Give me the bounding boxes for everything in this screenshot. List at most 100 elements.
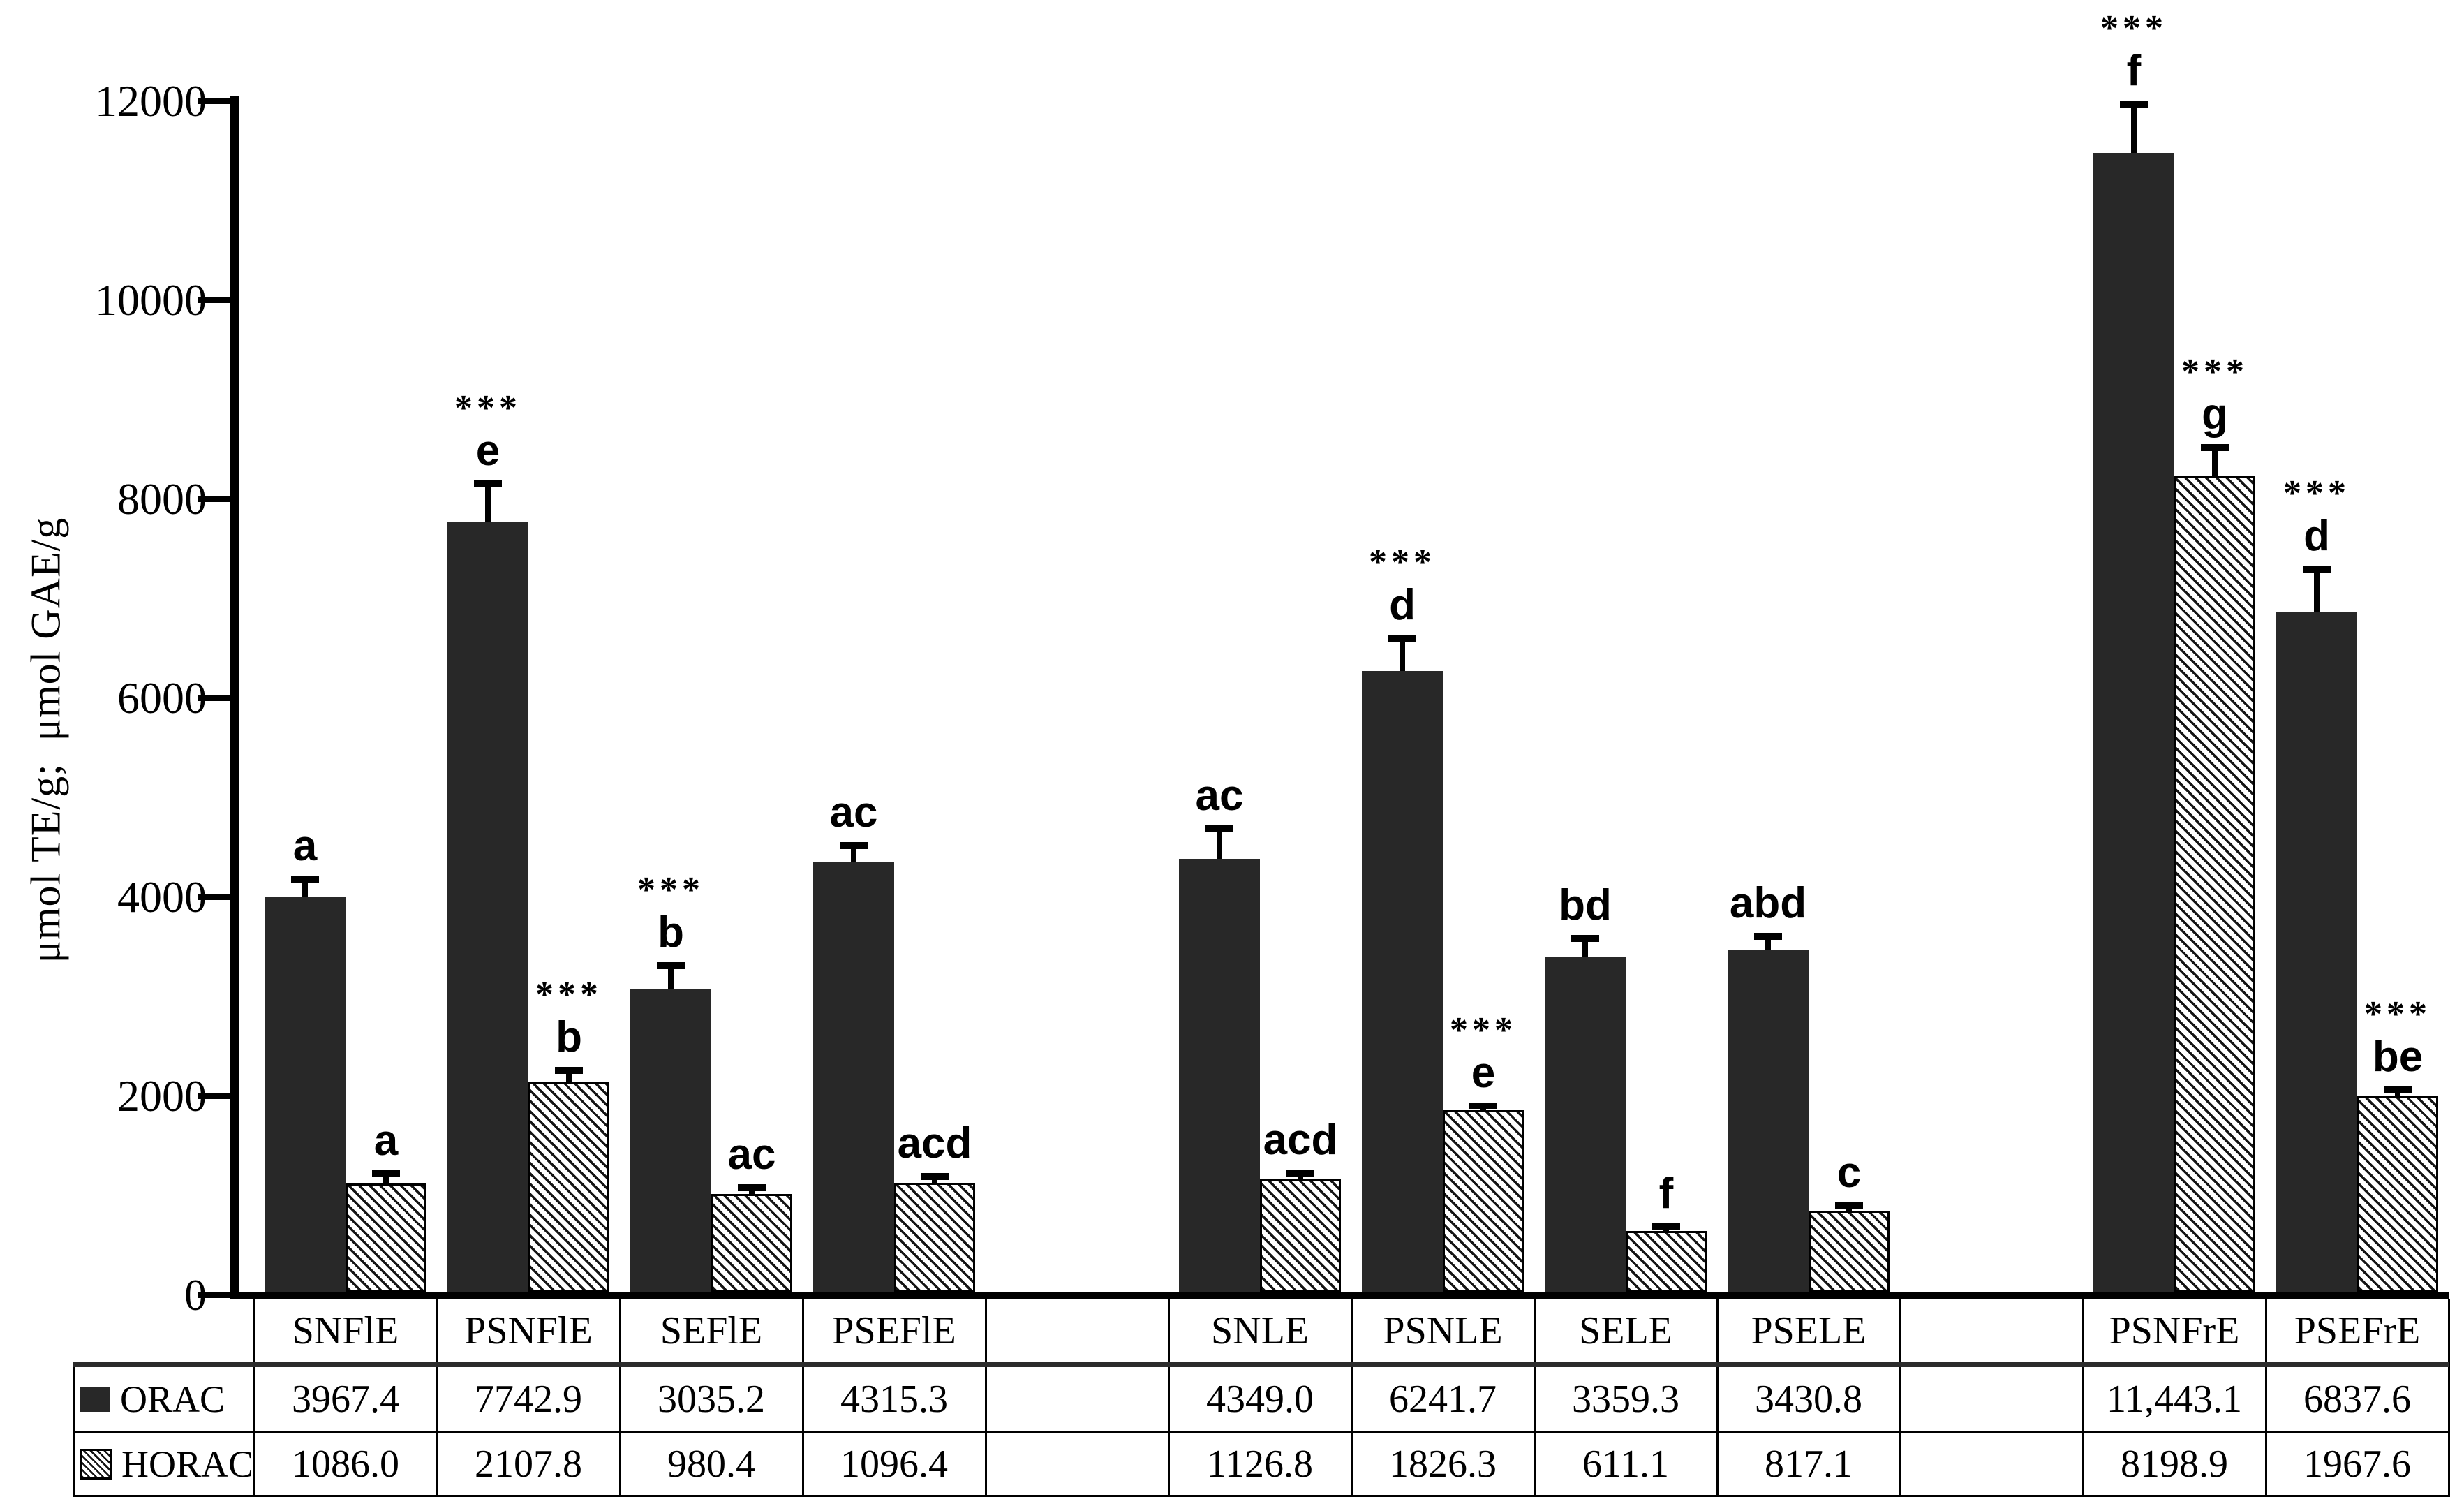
value-cell-horac-sele: 611.1 — [1582, 1442, 1669, 1486]
column-header-psnfle: PSNFlE — [464, 1308, 593, 1352]
table-column-line — [1351, 1299, 1353, 1497]
value-cell-orac-snle: 4349.0 — [1206, 1377, 1314, 1421]
error-bar-line — [1217, 829, 1222, 859]
table-column-line — [1534, 1299, 1536, 1497]
significance-letter: ac — [727, 1130, 776, 1179]
column-header-psele: PSELE — [1751, 1308, 1866, 1352]
column-header-psefre: PSEFrE — [2294, 1308, 2421, 1352]
error-bar-cap — [657, 962, 685, 969]
bar-orac-psefre — [2276, 612, 2357, 1292]
significance-stars: *** — [2181, 352, 2248, 392]
error-bar-cap — [1754, 933, 1782, 940]
error-bar-line — [1400, 638, 1405, 671]
value-cell-horac-snle: 1126.8 — [1207, 1442, 1313, 1486]
value-cell-horac-psnfle: 2107.8 — [475, 1442, 582, 1486]
solid-swatch-icon — [80, 1386, 110, 1412]
value-cell-horac-spacer — [986, 1433, 1168, 1495]
value-cell-horac-psnfre: 8198.9 — [2121, 1442, 2228, 1486]
value-cell-horac-psefle: 1096.4 — [840, 1442, 948, 1486]
column-header-psnfre: PSNFrE — [2109, 1308, 2240, 1352]
legend-label-orac: ORAC — [120, 1378, 225, 1420]
significance-letter: b — [658, 908, 684, 957]
error-bar-cap — [2303, 566, 2331, 573]
significance-letter: acd — [1263, 1116, 1338, 1164]
y-tick-label: 6000 — [117, 673, 207, 723]
bar-horac-sefle — [711, 1194, 792, 1292]
error-bar-line — [566, 1070, 572, 1082]
legend-item-orac: ORAC — [73, 1367, 254, 1431]
significance-stars: *** — [454, 388, 521, 428]
error-bar-line — [1582, 938, 1588, 957]
significance-letter: d — [2303, 512, 2330, 560]
bar-orac-snle — [1179, 859, 1260, 1292]
error-bar-line — [2314, 569, 2320, 612]
value-cell-orac-spacer — [1900, 1367, 2083, 1431]
bar-horac-psele — [1809, 1211, 1890, 1292]
significance-stars: *** — [535, 975, 602, 1015]
y-tick-mark — [198, 695, 230, 701]
significance-letter: a — [373, 1116, 399, 1165]
column-header-sefle: SEFlE — [660, 1308, 763, 1352]
error-bar-cap — [1652, 1223, 1680, 1230]
value-cell-horac-sefle: 980.4 — [667, 1442, 755, 1486]
significance-letter: f — [2126, 47, 2142, 95]
error-bar-cap — [1286, 1170, 1314, 1177]
column-header-psnle: PSNLE — [1383, 1308, 1503, 1352]
error-bar-line — [851, 846, 856, 862]
value-cell-horac-psefre: 1967.6 — [2303, 1442, 2411, 1486]
error-bar-line — [668, 966, 674, 989]
bar-horac-sele — [1626, 1231, 1707, 1292]
significance-letter: f — [1658, 1170, 1674, 1218]
table-column-line — [1716, 1299, 1719, 1497]
significance-letter: acd — [897, 1119, 972, 1167]
error-bar-cap — [840, 842, 868, 849]
y-tick-label: 8000 — [117, 474, 207, 524]
significance-letter: ac — [1195, 772, 1244, 820]
significance-letter: d — [1389, 581, 1416, 629]
value-cell-orac-psefre: 6837.6 — [2303, 1377, 2411, 1421]
bar-horac-psnle — [1443, 1110, 1524, 1292]
table-column-line — [2448, 1299, 2450, 1497]
bar-horac-psefle — [894, 1183, 975, 1292]
bar-orac-psele — [1728, 950, 1809, 1292]
error-bar-cap — [1469, 1103, 1497, 1109]
bar-horac-psnfle — [528, 1082, 609, 1292]
error-bar-cap — [2201, 444, 2229, 451]
significance-letter: bd — [1559, 881, 1612, 929]
table-column-line — [2265, 1299, 2267, 1497]
value-cell-orac-psnfle: 7742.9 — [475, 1377, 582, 1421]
table-column-line — [985, 1299, 987, 1497]
table-column-line — [1899, 1299, 1901, 1497]
bar-orac-sele — [1545, 957, 1626, 1292]
value-cell-horac-spacer — [1900, 1433, 2083, 1495]
column-header-sele: SELE — [1579, 1308, 1672, 1352]
column-header-psefle: PSEFlE — [832, 1308, 956, 1352]
value-cell-orac-psefle: 4315.3 — [840, 1377, 948, 1421]
significance-stars: *** — [637, 870, 704, 910]
significance-letter: g — [2202, 390, 2228, 438]
error-bar-cap — [1205, 825, 1233, 832]
legend-item-horac: HORAC — [73, 1433, 254, 1495]
significance-letter: e — [1471, 1049, 1496, 1097]
bar-orac-sefle — [630, 989, 711, 1292]
value-cell-orac-spacer — [986, 1367, 1168, 1431]
value-cell-orac-psnfre: 11,443.1 — [2107, 1377, 2242, 1421]
value-cell-orac-psnle: 6241.7 — [1389, 1377, 1497, 1421]
x-axis-line — [230, 1292, 2449, 1299]
y-tick-label: 2000 — [117, 1071, 207, 1121]
table-column-line — [2082, 1299, 2084, 1497]
significance-letter: b — [556, 1013, 582, 1061]
error-bar-line — [1765, 936, 1771, 950]
legend-label-horac: HORAC — [121, 1443, 254, 1485]
bar-orac-psnfre — [2093, 153, 2174, 1292]
table-column-line — [802, 1299, 804, 1497]
error-bar-cap — [372, 1170, 400, 1177]
error-bar-line — [383, 1174, 389, 1183]
error-bar-cap — [2120, 101, 2148, 108]
error-bar-line — [2131, 104, 2137, 153]
significance-stars: *** — [1450, 1010, 1517, 1050]
bar-orac-psefle — [813, 862, 894, 1292]
error-bar-line — [2212, 448, 2218, 476]
y-tick-mark — [198, 496, 230, 502]
table-column-line — [436, 1299, 438, 1497]
